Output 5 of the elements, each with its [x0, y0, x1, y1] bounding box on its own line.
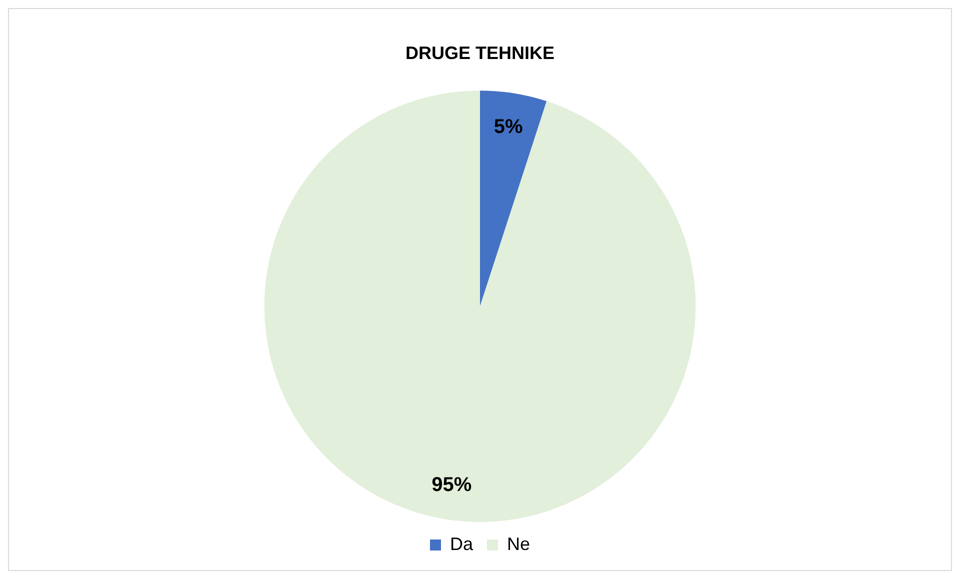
legend-label: Ne [507, 534, 530, 554]
data-label: 95% [432, 474, 472, 496]
legend-label: Da [450, 534, 474, 554]
data-label: 5% [494, 116, 524, 138]
chart-title: DRUGE TEHNIKE [405, 42, 555, 63]
